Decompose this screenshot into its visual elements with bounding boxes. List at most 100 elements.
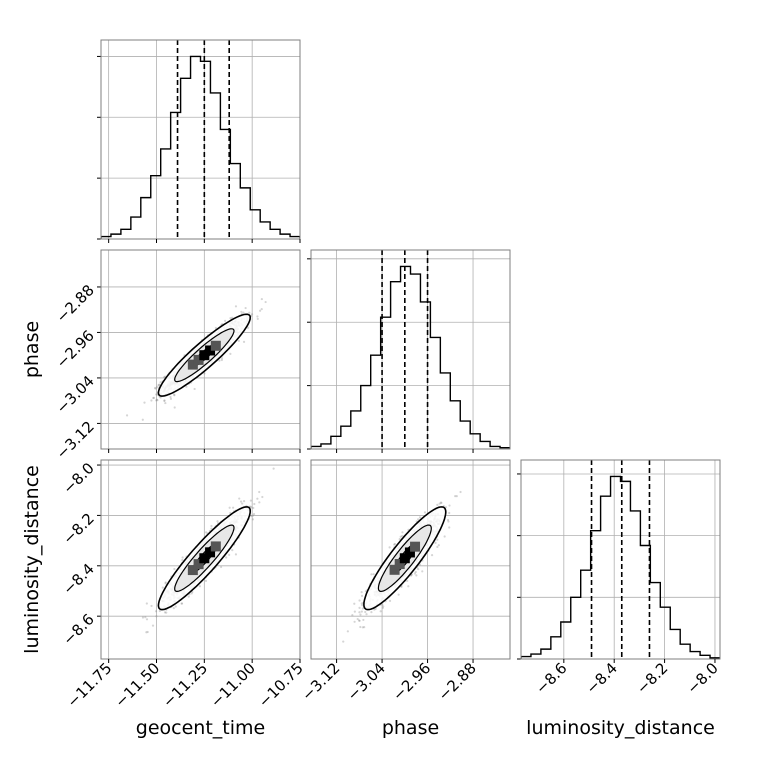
sample-point: [447, 520, 450, 523]
sample-point: [181, 556, 184, 559]
sample-point: [421, 570, 424, 573]
sample-point: [250, 514, 253, 518]
sample-point: [164, 401, 167, 405]
sample-point: [418, 516, 422, 519]
sample-point: [238, 497, 241, 500]
y-tick-label: −8.0: [59, 459, 97, 497]
sample-point: [436, 538, 439, 541]
panel-phase-luminosity_distance: [310, 459, 511, 663]
sample-point: [250, 506, 253, 509]
sample-point: [353, 602, 356, 605]
sample-point: [454, 495, 457, 498]
sample-point: [256, 317, 259, 321]
sample-point: [398, 538, 401, 541]
sample-point: [157, 384, 160, 387]
sample-point: [242, 311, 245, 314]
sample-point: [388, 546, 391, 549]
sample-point: [250, 313, 254, 316]
sample-point: [417, 518, 420, 521]
sample-point: [152, 396, 155, 400]
sample-point: [393, 543, 396, 546]
grid: [101, 460, 300, 659]
sample-point: [370, 573, 373, 576]
x-tick-label: −8.2: [633, 659, 671, 697]
sample-point: [397, 593, 400, 596]
sample-point: [248, 311, 251, 314]
sample-point: [210, 527, 213, 530]
sample-point: [353, 620, 356, 623]
panel-frame: [100, 249, 301, 450]
panel-luminosity_distance-luminosity_distance: [517, 459, 721, 663]
sample-point: [144, 616, 147, 619]
sample-point: [224, 319, 227, 322]
sample-point: [258, 501, 261, 504]
panel-frame: [100, 459, 301, 660]
sample-point: [438, 502, 441, 505]
y-axis-label-luminosity_distance: luminosity_distance: [21, 465, 43, 654]
sample-point: [393, 542, 397, 546]
sample-point: [448, 504, 451, 507]
sample-point: [361, 626, 364, 629]
histogram-geocent_time: [101, 55, 300, 239]
sample-point: [242, 500, 246, 503]
sample-point: [187, 595, 190, 598]
panel-phase-phase: [307, 249, 511, 453]
sample-point: [237, 339, 240, 343]
sample-point: [155, 398, 158, 401]
density-cell: [199, 553, 210, 564]
sample-point: [125, 414, 129, 417]
sample-point: [234, 305, 238, 308]
y-tick-label: −8.2: [59, 510, 97, 548]
sample-point: [163, 611, 167, 614]
y-tick-label: −2.88: [53, 281, 98, 326]
grid: [101, 250, 300, 449]
sample-point: [154, 610, 158, 613]
sample-point: [156, 386, 159, 389]
grid: [311, 460, 510, 659]
sample-point: [146, 630, 149, 634]
sample-point: [407, 585, 410, 588]
density-cell: [410, 541, 421, 552]
sample-point: [357, 619, 361, 622]
sample-point: [351, 614, 354, 617]
sample-point: [443, 535, 446, 538]
sample-point: [413, 572, 417, 575]
sample-point: [155, 615, 158, 618]
sample-point: [373, 608, 376, 611]
sample-point: [261, 495, 264, 499]
grid: [521, 460, 720, 659]
y-tick-label: −3.04: [53, 372, 98, 417]
sample-point: [252, 513, 256, 516]
sample-point: [225, 556, 228, 559]
sample-point: [446, 518, 450, 522]
sample-point: [234, 553, 238, 556]
x-tick-label: −10.75: [255, 659, 307, 711]
y-tick-label: −8.6: [59, 610, 97, 648]
density-core: [389, 541, 421, 575]
sample-point: [150, 604, 153, 608]
sample-point: [216, 520, 219, 523]
sample-point: [400, 585, 403, 589]
sample-point: [153, 386, 157, 390]
sample-point: [141, 418, 144, 421]
sample-point: [381, 606, 384, 609]
sample-point: [436, 545, 439, 549]
x-axis-label-phase: phase: [382, 717, 439, 739]
x-tick-label: −2.96: [389, 659, 434, 704]
histogram-luminosity_distance: [521, 475, 720, 659]
sample-point: [437, 544, 440, 547]
sample-point: [372, 573, 375, 576]
sample-point: [247, 326, 250, 329]
sample-point: [218, 359, 221, 362]
sample-point: [204, 531, 208, 534]
x-tick-label: −8.6: [532, 659, 570, 697]
sample-point: [155, 399, 158, 402]
sample-point: [444, 506, 448, 509]
sample-point: [158, 383, 161, 386]
sample-point: [190, 592, 193, 595]
sample-point: [161, 586, 164, 589]
sample-point: [145, 618, 149, 621]
sample-point: [362, 618, 365, 622]
sample-point: [360, 594, 364, 597]
